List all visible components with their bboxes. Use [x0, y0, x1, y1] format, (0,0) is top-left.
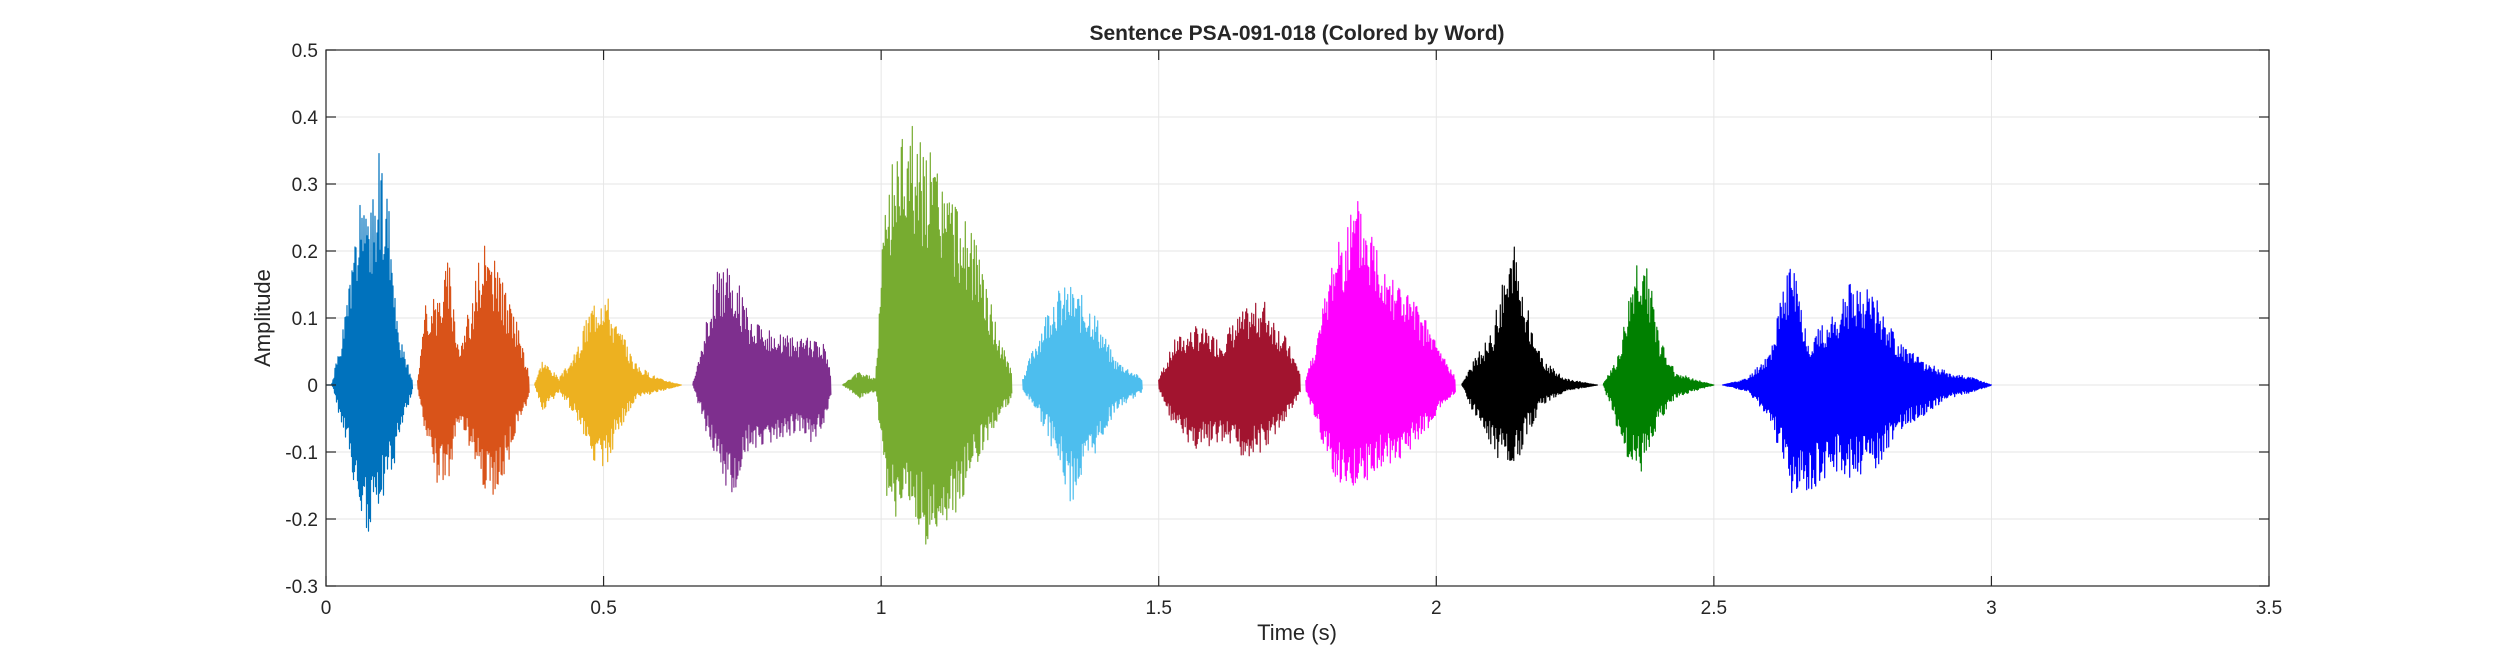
waveform-segment-11: [1722, 268, 1992, 493]
y-tick-label: 0.3: [292, 175, 318, 196]
x-tick-label: 3.5: [2256, 598, 2282, 619]
waveform-segment-1: [325, 153, 414, 532]
waveform-segment-9: [1461, 246, 1598, 462]
waveform-segment-8: [1305, 201, 1456, 486]
y-axis-label: Amplitude: [250, 269, 275, 367]
waveform-segment-10: [1602, 265, 1715, 472]
x-tick-label: 2.5: [1701, 598, 1727, 619]
waveform-segment-3: [534, 298, 682, 467]
chart-title: Sentence PSA-091-018 (Colored by Word): [1089, 22, 1504, 45]
y-tick-label: -0.1: [285, 443, 318, 464]
y-tick-label: -0.2: [285, 510, 318, 531]
x-axis-label: Time (s): [1257, 620, 1337, 645]
tick-labels: 0 0.5 1 1.5 2 2.5 3 3.5 -0.3 -0.2 -0.1 0 0.1 0.2 0.3 0.…: [285, 41, 2282, 619]
y-tick-label: 0.1: [292, 309, 318, 330]
y-tick-label: 0.2: [292, 242, 318, 263]
waveform-segment-5: [842, 125, 1013, 545]
waveform-segment-4: [692, 268, 832, 493]
y-tick-label: 0.4: [292, 108, 319, 129]
x-tick-label: 0: [321, 598, 332, 619]
axes: [325, 49, 2270, 587]
x-tick-label: 2: [1431, 598, 1442, 619]
waveform-segment-2: [417, 245, 530, 495]
waveform-series: [325, 125, 1992, 545]
waveform-segment-7: [1158, 301, 1301, 457]
y-tick-label: -0.3: [285, 577, 318, 598]
y-tick-label: 0.5: [292, 41, 318, 62]
x-tick-label: 0.5: [590, 598, 616, 619]
waveform-segment-6: [1022, 286, 1143, 502]
y-tick-label: 0: [307, 376, 318, 397]
x-tick-label: 3: [1986, 598, 1997, 619]
x-tick-label: 1.5: [1146, 598, 1172, 619]
x-tick-label: 1: [876, 598, 887, 619]
